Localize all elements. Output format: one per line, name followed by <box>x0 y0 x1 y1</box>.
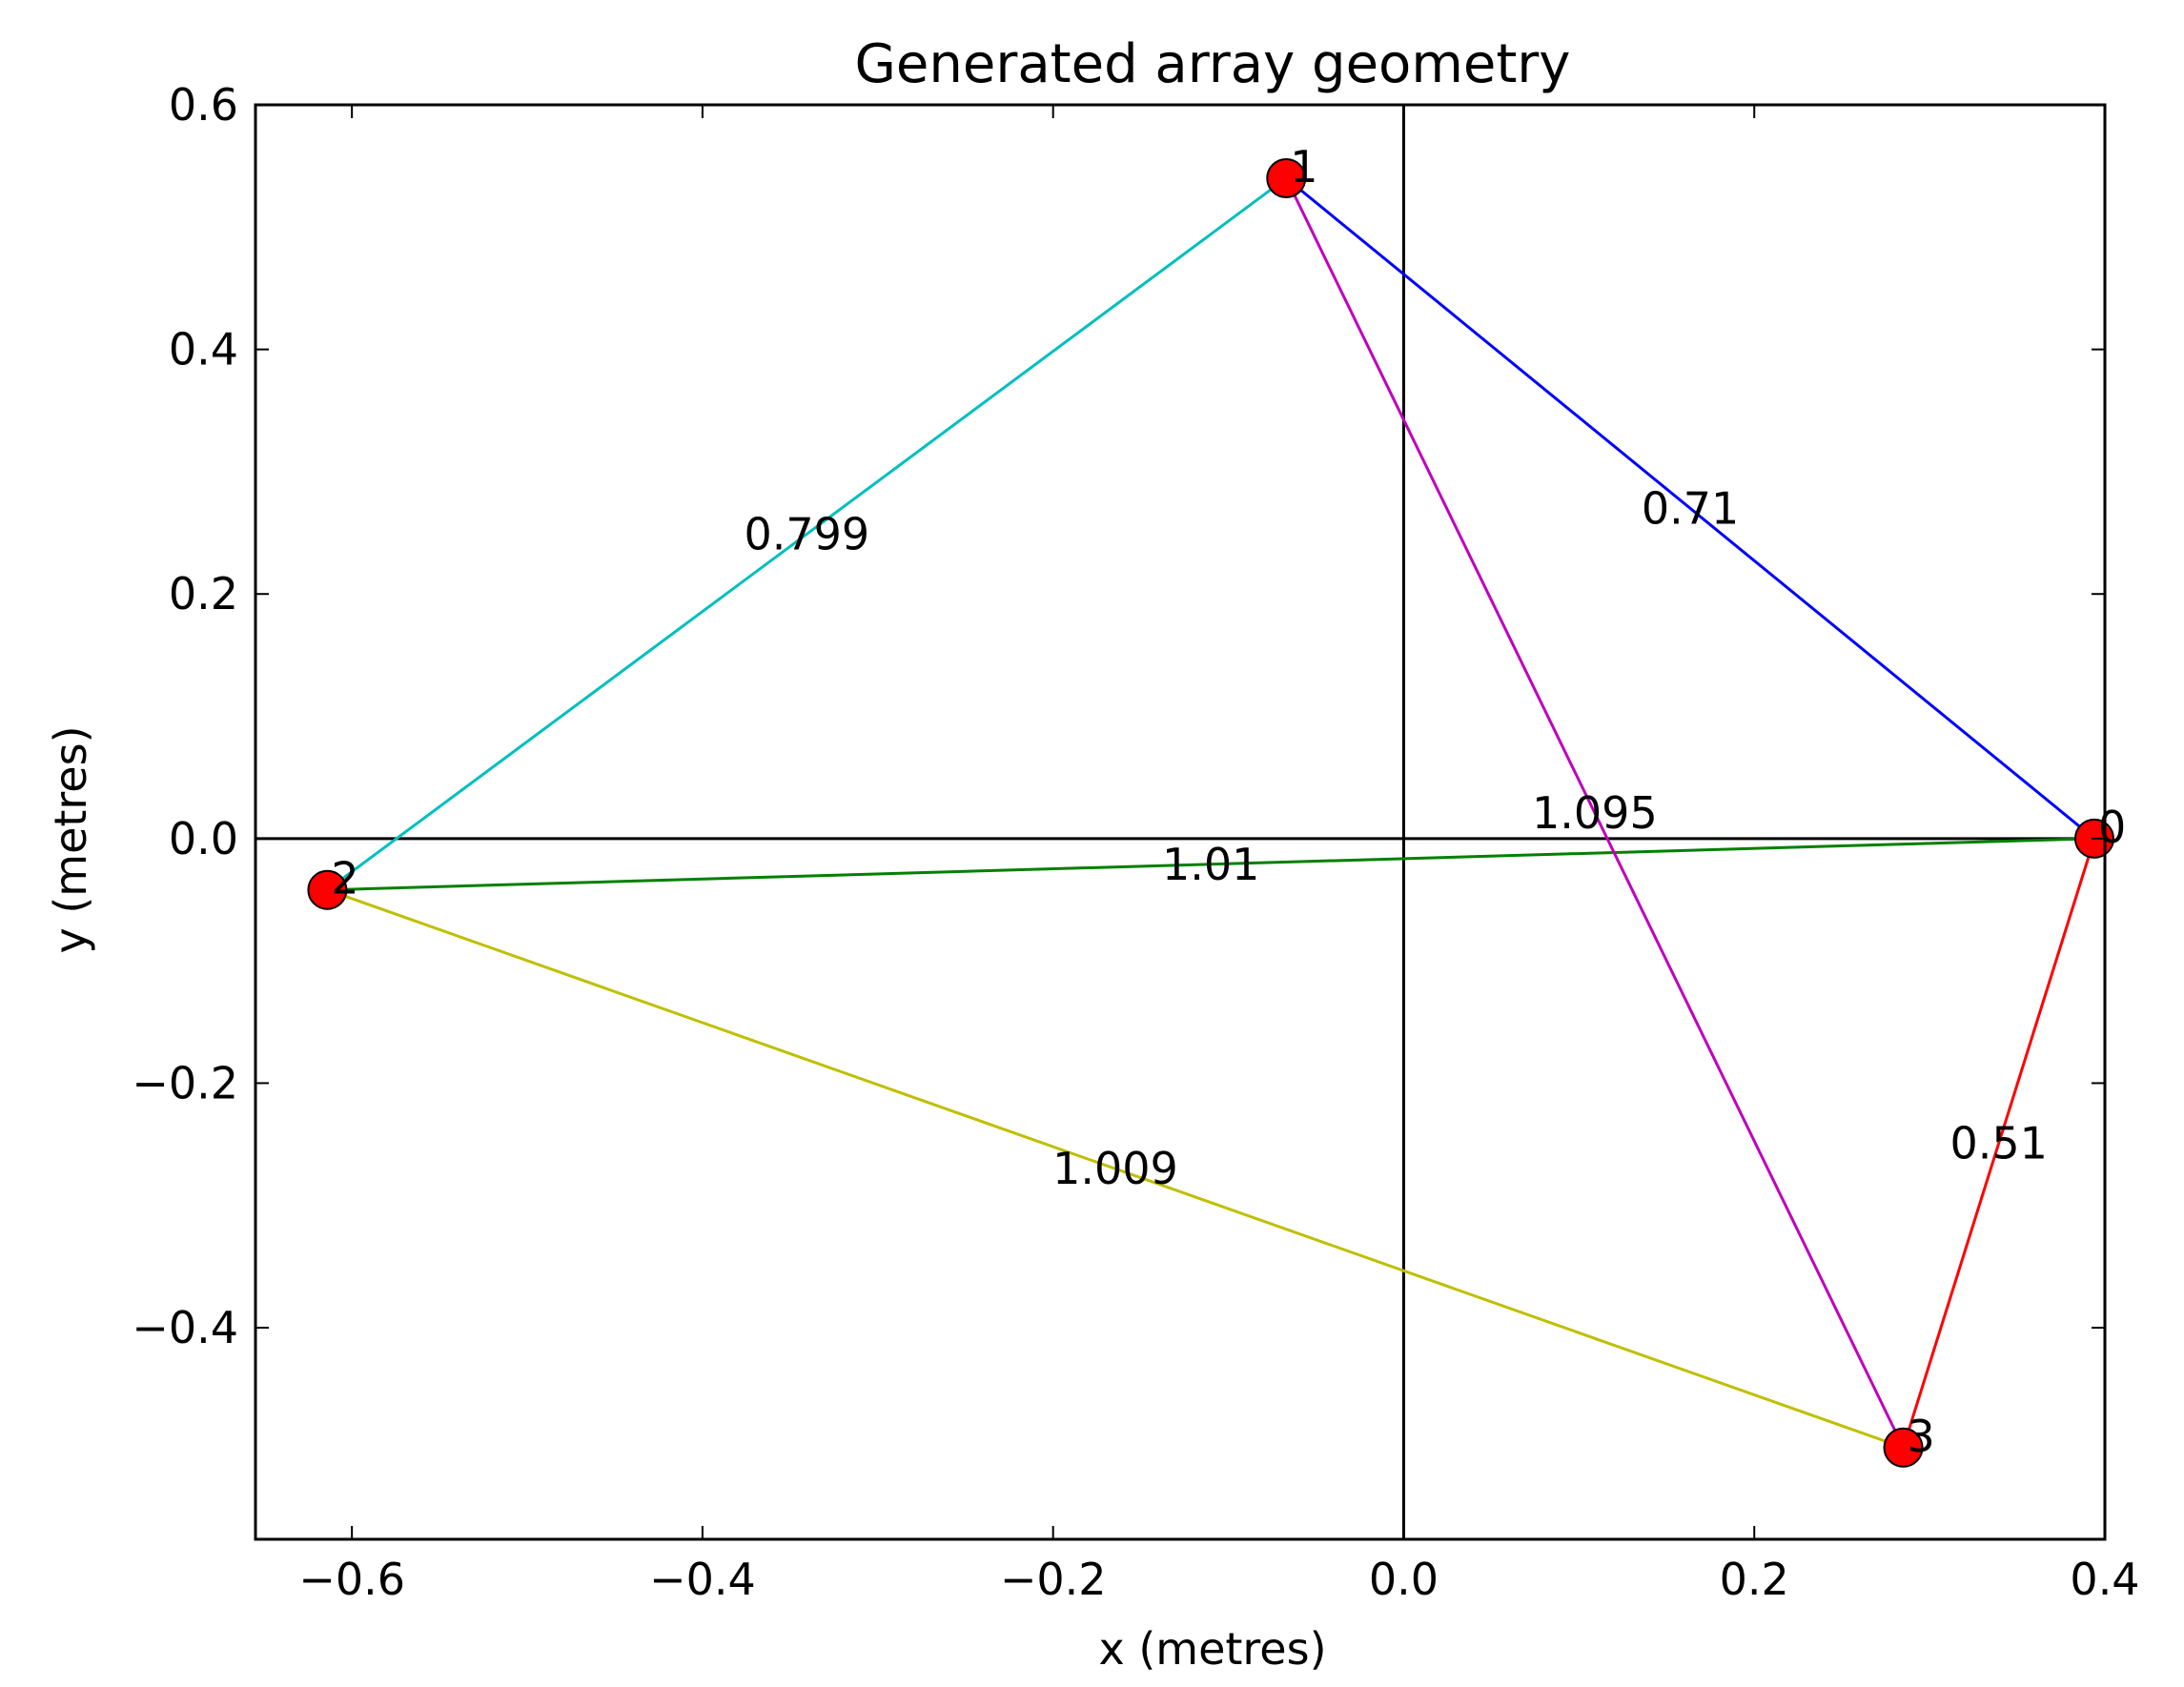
edge-line <box>326 176 1288 891</box>
x-tick-label: −0.4 <box>649 1554 756 1605</box>
y-axis-title: y (metres) <box>45 725 96 953</box>
sensor-index-label: 3 <box>1908 1411 1935 1462</box>
sensor-index-label: 0 <box>2098 802 2126 853</box>
plot-frame <box>254 103 2107 1541</box>
edge-length-label: 1.009 <box>1052 1143 1178 1194</box>
y-tick-label: 0.0 <box>169 813 238 864</box>
edge-length-label: 0.799 <box>744 508 869 559</box>
edge-length-label: 0.51 <box>1950 1117 2048 1169</box>
y-tick-label: −0.4 <box>132 1302 238 1353</box>
ticks: −0.6 −0.4 −0.2 0.0 0.2 0.4 −0.4 −0.2 0.0 0.2 0.4 0.… <box>132 79 2139 1605</box>
sensor-marker <box>307 869 348 910</box>
edge-length-label: 1.095 <box>1532 787 1658 839</box>
x-tick-label: 0.0 <box>1369 1554 1439 1605</box>
zero-lines <box>255 105 2105 1539</box>
edge-line <box>1284 177 1905 1449</box>
node-labels: 0 1 2 3 <box>331 141 2126 1462</box>
chart-title: Generated array geometry <box>855 33 1571 95</box>
x-tick-label: 0.2 <box>1720 1554 1789 1605</box>
sensor-marker <box>1883 1427 1924 1468</box>
y-tick-label: 0.6 <box>169 79 238 131</box>
edges <box>326 176 2096 1450</box>
x-tick-label: −0.6 <box>298 1554 405 1605</box>
sensor-marker <box>1266 157 1307 198</box>
x-tick-label: 0.4 <box>2070 1554 2139 1605</box>
x-axis-title: x (metres) <box>1098 1623 1326 1675</box>
sensor-index-label: 1 <box>1290 141 1317 193</box>
edge-length-label: 1.01 <box>1162 839 1259 890</box>
edge-line <box>327 837 2095 892</box>
edge-labels: 0.71 0.799 1.01 1.009 1.095 0.51 <box>744 482 2047 1194</box>
y-tick-label: 0.4 <box>169 324 238 376</box>
edge-line <box>326 888 1905 1450</box>
sensor-index-label: 2 <box>331 853 358 904</box>
y-tick-label: −0.2 <box>132 1057 238 1108</box>
edge-length-label: 0.71 <box>1642 482 1739 534</box>
edge-line <box>1902 838 2096 1449</box>
y-tick-label: 0.2 <box>169 568 238 620</box>
x-tick-label: −0.2 <box>1000 1554 1107 1605</box>
edge-line <box>1285 176 2095 840</box>
